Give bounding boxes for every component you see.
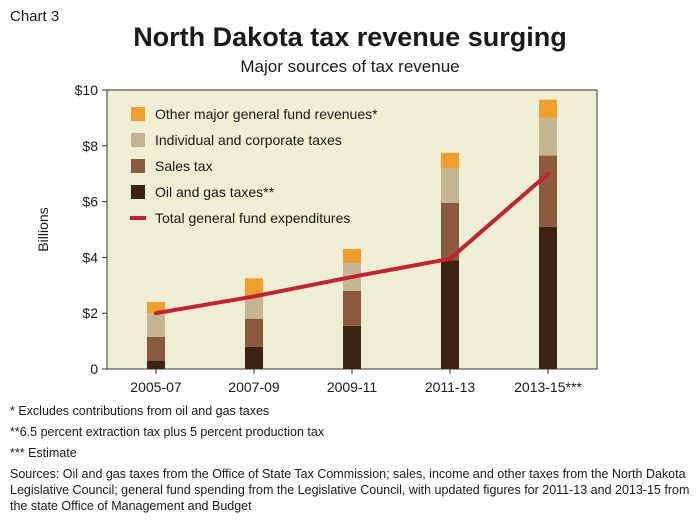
bar-segment-oil-gas	[539, 226, 557, 369]
bar-segment-individual-corporate	[147, 313, 165, 337]
bar-segment-individual-corporate	[441, 168, 459, 203]
y-tick-label: $8	[82, 138, 98, 154]
bar-segment-other-revenues	[539, 99, 557, 118]
bar-segment-sales-tax	[147, 336, 165, 361]
y-tick-label: 0	[90, 361, 98, 377]
bar-segment-other-revenues	[441, 152, 459, 169]
legend-swatch	[131, 107, 145, 121]
x-tick-label: 2007-09	[228, 379, 280, 395]
x-tick-label: 2009-11	[327, 379, 378, 395]
stacked-bar-chart: 0 $2 $4 $6 $8 $10 Billions 2005-07 2007-09 2009-1…	[35, 82, 598, 395]
legend-swatch	[131, 133, 145, 147]
bar-segment-sales-tax	[245, 318, 263, 347]
legend-label: Total general fund expenditures	[155, 210, 350, 226]
bar-segment-sales-tax	[539, 155, 557, 227]
bar-segment-oil-gas	[147, 360, 165, 369]
bar-segment-individual-corporate	[539, 117, 557, 156]
bar-segment-other-revenues	[343, 249, 361, 263]
x-tick-label: 2005-07	[130, 379, 182, 395]
chart-title: North Dakota tax revenue surging	[133, 22, 567, 52]
footnotes: * Excludes contributions from oil and ga…	[10, 403, 690, 514]
bar-segment-oil-gas	[343, 325, 361, 369]
bar-segment-other-revenues	[245, 278, 263, 297]
legend-label: Individual and corporate taxes	[155, 132, 342, 148]
footnote-extraction-tax: **6.5 percent extraction tax plus 5 perc…	[10, 425, 325, 439]
footnote-estimate: *** Estimate	[10, 446, 77, 460]
legend-label: Oil and gas taxes**	[155, 184, 275, 200]
y-tick-label: $4	[82, 249, 98, 265]
chart-number-label: Chart 3	[10, 8, 60, 25]
legend-label: Sales tax	[155, 158, 213, 174]
y-tick-label: $2	[82, 305, 98, 321]
legend-swatch	[131, 185, 145, 199]
x-tick-label: 2011-13	[425, 379, 476, 395]
chart-subtitle: Major sources of tax revenue	[240, 57, 460, 76]
y-tick-label: $6	[82, 194, 98, 210]
y-axis-label: Billions	[35, 207, 51, 251]
sources-note: Sources: Oil and gas taxes from the Offi…	[10, 467, 690, 513]
bar-segment-oil-gas	[441, 260, 459, 369]
footnote-excludes: * Excludes contributions from oil and ga…	[10, 404, 270, 418]
y-tick-label: $10	[75, 82, 99, 98]
bar-segment-individual-corporate	[245, 296, 263, 319]
x-tick-label: 2013-15***	[514, 379, 582, 395]
legend-swatch	[131, 159, 145, 173]
bar-segment-other-revenues	[147, 302, 165, 314]
bar-segment-sales-tax	[343, 290, 361, 326]
bar-segment-oil-gas	[245, 346, 263, 369]
legend-label: Other major general fund revenues*	[155, 106, 378, 122]
bar-segment-sales-tax	[441, 202, 459, 261]
